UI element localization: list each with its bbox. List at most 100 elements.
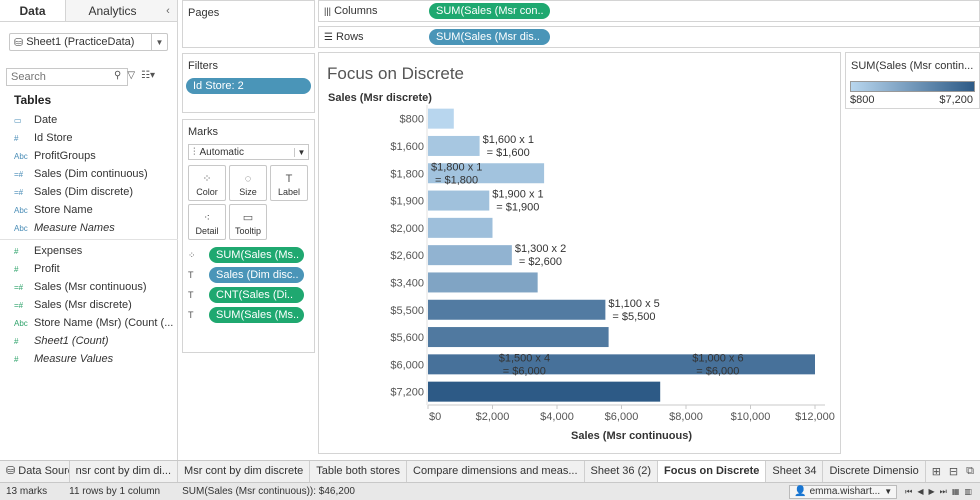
- sheet-tab[interactable]: Focus on Discrete: [658, 461, 767, 482]
- mark-pill[interactable]: SUM(Sales (Ms..: [209, 247, 304, 263]
- filters-shelf[interactable]: Filters Id Store: 2: [182, 53, 315, 113]
- grid-view-icon[interactable]: ▦: [951, 486, 960, 496]
- mark-button-label: Detail: [195, 226, 219, 236]
- next-sheet-icon[interactable]: ▶: [928, 486, 935, 496]
- user-menu[interactable]: 👤 emma.wishart... ▼: [789, 484, 898, 499]
- first-sheet-icon[interactable]: ⏮: [905, 486, 913, 496]
- chevron-down-icon[interactable]: ▼: [151, 34, 167, 50]
- view-options-icon[interactable]: ☷▾: [141, 70, 156, 81]
- filter-icon[interactable]: ▽: [127, 70, 136, 81]
- mark-type-label: Automatic: [199, 146, 244, 158]
- bar[interactable]: [428, 135, 480, 156]
- collapse-pane-icon[interactable]: ‹: [159, 0, 177, 21]
- field-list: ▭ Date # Id Store Abc ProfitGroups =# Sales (Di…: [0, 111, 178, 368]
- viz-area[interactable]: Focus on Discrete Sales (Msr discrete) $8…: [318, 52, 841, 454]
- y-tick-label: $3,400: [390, 277, 424, 289]
- bar-label: $1,800 x 1: [431, 161, 482, 173]
- field-item[interactable]: ▭ Date: [0, 111, 178, 129]
- bar-chart: Sales (Msr discrete) $800 $1,600 $1,800 $1,9…: [328, 92, 835, 442]
- pages-shelf[interactable]: Pages: [182, 0, 315, 48]
- tab-analytics[interactable]: Analytics: [66, 0, 159, 21]
- field-item[interactable]: # Id Store: [0, 129, 178, 147]
- tooltip-button[interactable]: ▭ Tooltip: [229, 204, 267, 240]
- bar[interactable]: [428, 190, 490, 211]
- field-name: Profit: [34, 263, 60, 275]
- field-item[interactable]: # Sheet1 (Count): [0, 332, 178, 350]
- field-item[interactable]: # Expenses: [0, 242, 178, 260]
- mark-pill[interactable]: SUM(Sales (Ms..: [209, 307, 304, 323]
- mark-pill-row: T SUM(Sales (Ms..: [183, 305, 314, 325]
- bar-label: = $1,600: [487, 147, 530, 159]
- sheet-tab[interactable]: Compare dimensions and meas...: [407, 461, 585, 482]
- field-item[interactable]: =# Sales (Dim discrete): [0, 183, 178, 201]
- field-item[interactable]: Abc Store Name (Msr) (Count (...: [0, 314, 178, 332]
- bar[interactable]: [428, 327, 609, 348]
- label-button[interactable]: T Label: [270, 165, 308, 201]
- y-tick-label: $5,500: [390, 305, 424, 317]
- bar[interactable]: [428, 272, 538, 293]
- color-legend[interactable]: SUM(Sales (Msr contin... $800 $7,200: [845, 52, 980, 109]
- bar[interactable]: [428, 163, 545, 184]
- mark-type-select[interactable]: ⫶ Automatic ▼: [188, 144, 309, 160]
- rows-shelf[interactable]: ☰ Rows SUM(Sales (Msr dis..: [318, 26, 980, 48]
- bar[interactable]: [428, 245, 512, 266]
- field-item[interactable]: # Measure Values: [0, 350, 178, 368]
- sheet-tab[interactable]: Discrete Dimensio: [823, 461, 926, 482]
- sheet-tab[interactable]: Table both stores: [310, 461, 408, 482]
- bar[interactable]: [428, 381, 661, 402]
- color-button[interactable]: ⁘ Color: [188, 165, 226, 201]
- data-source-tab[interactable]: ⛁ Data Source: [0, 461, 70, 482]
- columns-shelf[interactable]: ||| Columns SUM(Sales (Msr con..: [318, 0, 980, 22]
- filters-label: Filters: [188, 60, 218, 72]
- field-item[interactable]: Abc Measure Names: [0, 219, 178, 237]
- color-ramp: [850, 81, 975, 92]
- sheet-tab[interactable]: Sheet 36 (2): [585, 461, 659, 482]
- tables-heading: Tables: [14, 93, 52, 107]
- bar[interactable]: [428, 217, 493, 238]
- sheet-tab[interactable]: Sheet 34: [766, 461, 824, 482]
- bar-label: = $5,500: [612, 311, 655, 323]
- field-item[interactable]: # Profit: [0, 260, 178, 278]
- columns-pill[interactable]: SUM(Sales (Msr con..: [429, 3, 550, 19]
- pages-label: Pages: [188, 7, 220, 19]
- mark-pill[interactable]: CNT(Sales (Di..: [209, 287, 304, 303]
- rows-icon: ☰: [324, 32, 333, 43]
- mark-button-label: Size: [239, 187, 257, 197]
- field-item[interactable]: =# Sales (Msr discrete): [0, 296, 178, 314]
- data-source-label: Sheet1 (PracticeData): [26, 36, 135, 48]
- last-sheet-icon[interactable]: ⏭: [939, 486, 947, 496]
- search-input[interactable]: [6, 68, 128, 86]
- x-tick-label: $2,000: [476, 411, 510, 423]
- new-worksheet-icon[interactable]: ⊞: [931, 466, 941, 478]
- field-item[interactable]: Abc Store Name: [0, 201, 178, 219]
- filter-pill[interactable]: Id Store: 2: [186, 78, 311, 94]
- bar[interactable]: [428, 354, 815, 375]
- field-item[interactable]: Abc ProfitGroups: [0, 147, 178, 165]
- field-name: Sheet1 (Count): [34, 335, 109, 347]
- detail-button[interactable]: ⁖ Detail: [188, 204, 226, 240]
- chevron-down-icon: ▼: [884, 487, 893, 496]
- search-icon[interactable]: ⚲: [114, 70, 122, 81]
- sheet-tab[interactable]: Msr cont by dim discrete: [178, 461, 311, 482]
- mark-pill[interactable]: Sales (Dim disc..: [209, 267, 304, 283]
- tab-data[interactable]: Data: [0, 0, 66, 21]
- x-tick-label: $0: [429, 411, 441, 423]
- new-story-icon[interactable]: ⧉: [966, 465, 974, 477]
- data-source-select[interactable]: ⛁ Sheet1 (PracticeData) ▼: [9, 33, 168, 51]
- rows-pill[interactable]: SUM(Sales (Msr dis..: [429, 29, 550, 45]
- size-button[interactable]: ◌ Size: [229, 165, 267, 201]
- bar[interactable]: [428, 108, 454, 129]
- prev-sheet-icon[interactable]: ◀: [917, 486, 924, 496]
- field-item[interactable]: =# Sales (Msr continuous): [0, 278, 178, 296]
- y-tick-label: $7,200: [390, 387, 424, 399]
- bar[interactable]: [428, 299, 606, 320]
- chevron-down-icon[interactable]: ▼: [294, 147, 308, 157]
- sheet-tab[interactable]: nsr cont by dim di...: [70, 461, 179, 482]
- filmstrip-view-icon[interactable]: ▥: [964, 486, 972, 496]
- field-item[interactable]: =# Sales (Dim continuous): [0, 165, 178, 183]
- bar-label: = $2,600: [519, 256, 562, 268]
- field-name: Measure Values: [34, 353, 114, 365]
- bar-label: $1,000 x 6: [692, 352, 743, 364]
- status-rows-cols: 11 rows by 1 column: [69, 486, 161, 497]
- new-dashboard-icon[interactable]: ⊟: [948, 466, 959, 478]
